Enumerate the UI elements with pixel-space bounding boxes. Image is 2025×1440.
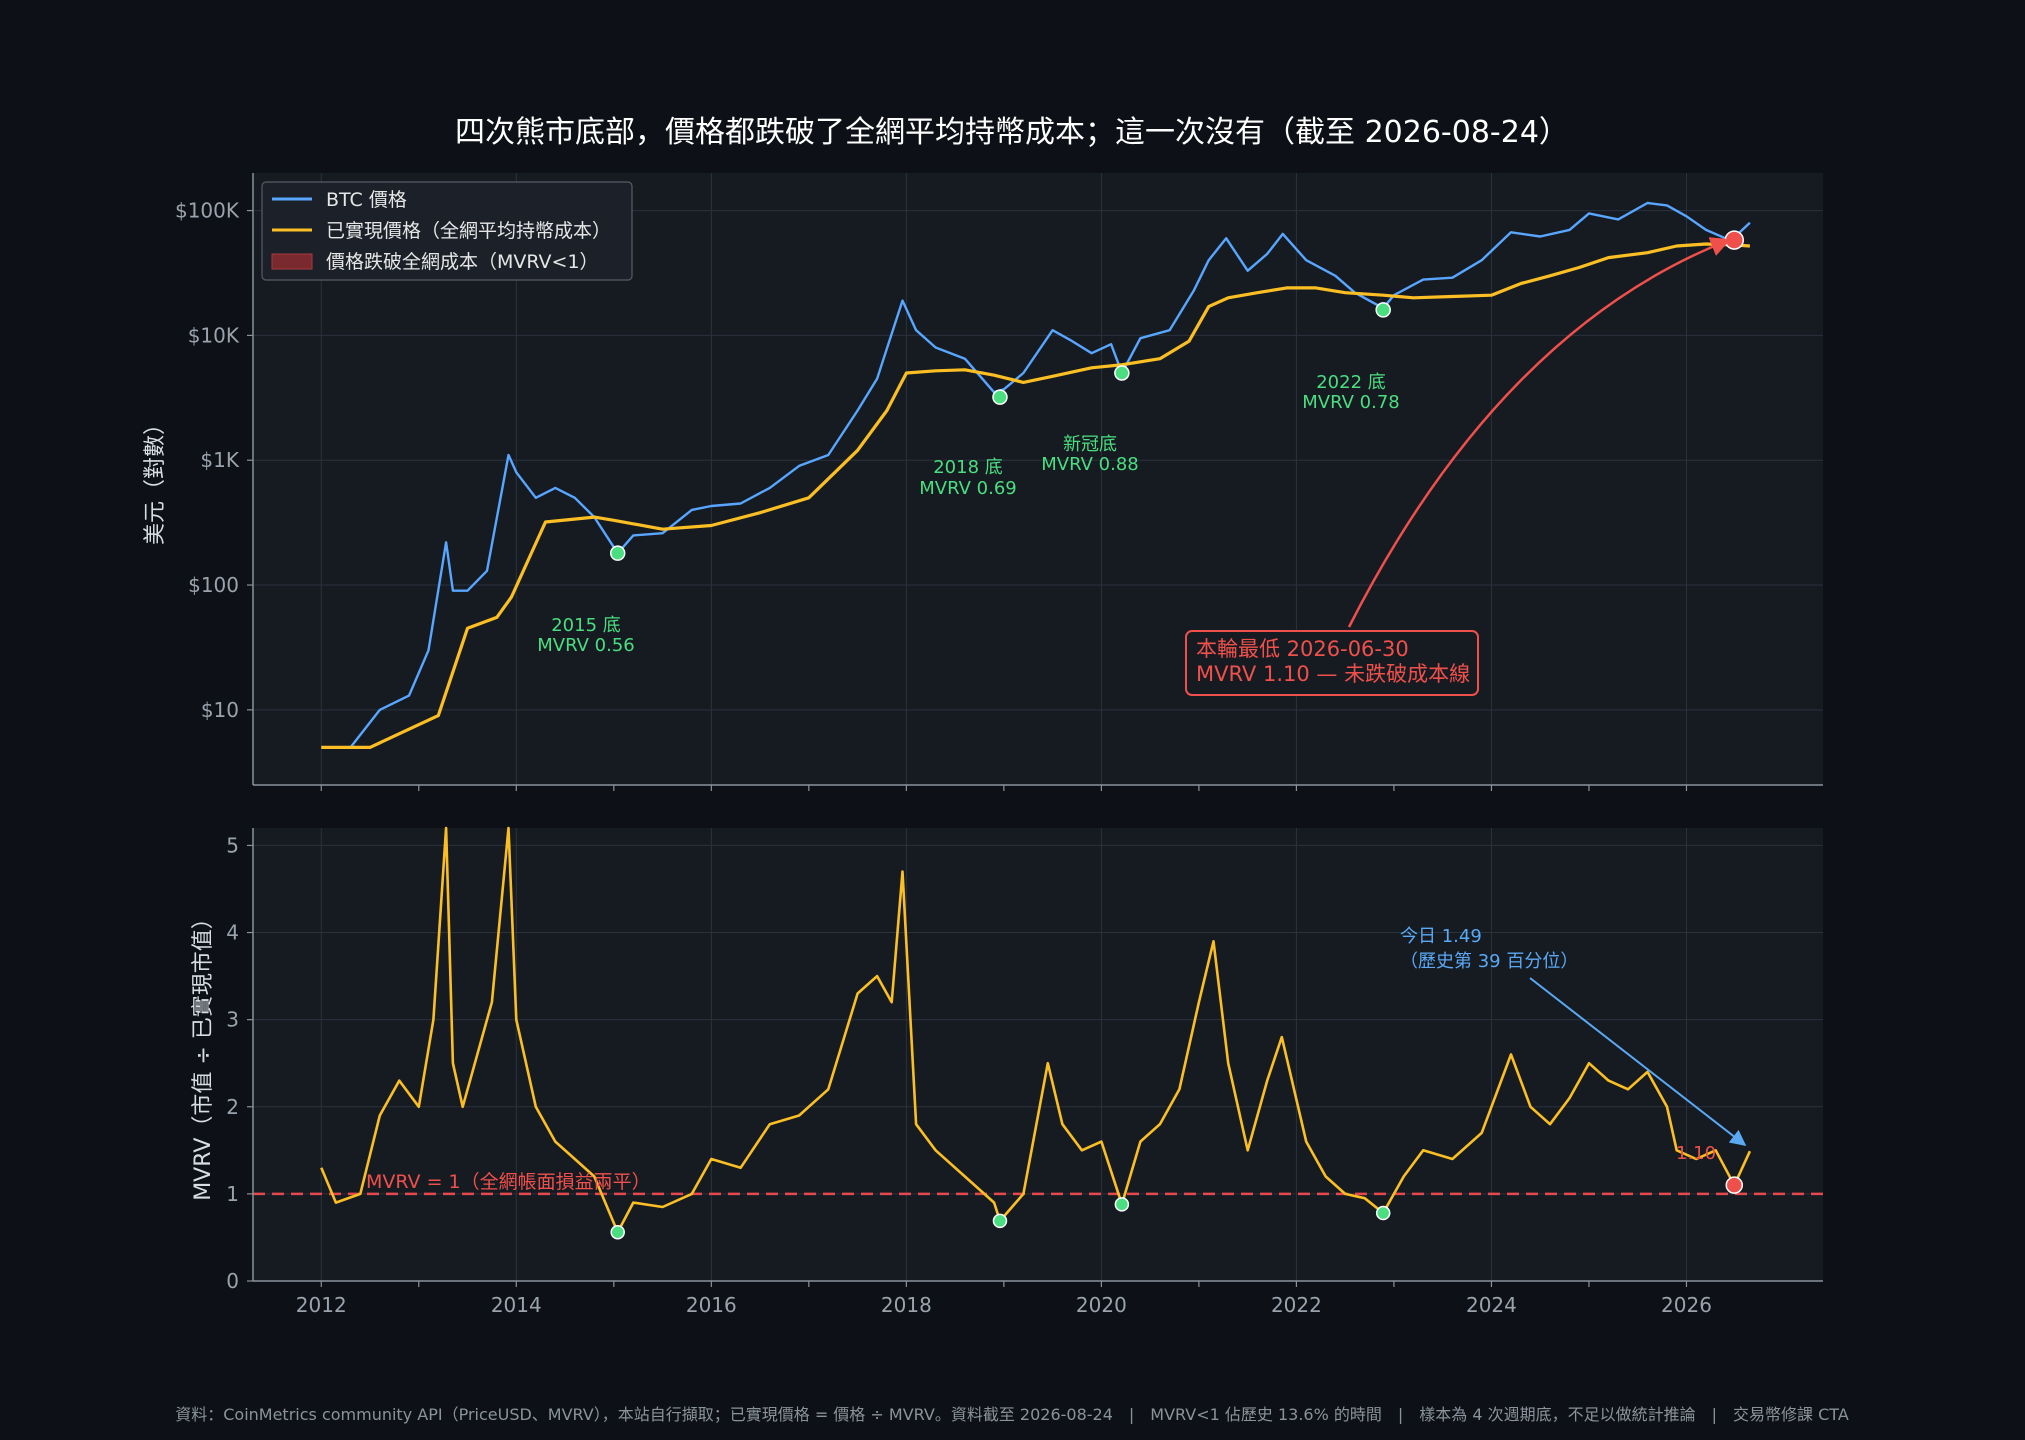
bottom-annotations: 2015 底 MVRV 0.56 2018 底 MVRV 0.69 新冠底 MV… xyxy=(537,372,1399,656)
mvrv-series xyxy=(320,826,1752,1234)
current-low-box xyxy=(1185,630,1479,696)
realized-price-line xyxy=(321,242,1751,750)
price-y-tick-label: $10 xyxy=(201,698,239,722)
today-arrow xyxy=(1529,977,1747,1146)
chart-title: 四次熊市底部，價格都跌破了全網平均持幣成本；這一次沒有（截至 2026-08-2… xyxy=(455,115,1569,150)
price-bottom-marker xyxy=(992,389,1008,405)
price-y-tick-label: $10K xyxy=(188,323,240,347)
breakeven-label: MVRV = 1（全網帳面損益兩平） xyxy=(366,1171,651,1193)
annotation-covid-label: 新冠底 xyxy=(1063,434,1117,455)
annotation-2018-mvrv: MVRV 0.69 xyxy=(919,478,1016,499)
mvrv-y-tick-label: 3 xyxy=(226,1008,239,1032)
annotation-covid-mvrv: MVRV 0.88 xyxy=(1041,454,1138,475)
mvrv-y-tick-label: 2 xyxy=(226,1095,239,1119)
today-label-line2: （歷史第 39 百分位） xyxy=(1400,951,1578,972)
mvrv-y-ticks: 0 1 2 3 4 5 xyxy=(226,833,253,1293)
mvrv-grid xyxy=(253,828,1823,1282)
mvrv-x-tick-label: 2020 xyxy=(1076,1293,1127,1317)
current-low-line2: MVRV 1.10 — 未跌破成本線 xyxy=(1196,662,1470,686)
legend-label-btc: BTC 價格 xyxy=(326,189,407,211)
mvrv-markers xyxy=(610,1176,1744,1240)
mvrv-x-tick-label: 2016 xyxy=(686,1293,737,1317)
mvrv-x-tick-label: 2018 xyxy=(881,1293,932,1317)
mvrv-x-ticks: 2012 2014 2016 2018 2020 2022 2024 2026 xyxy=(296,1281,1712,1317)
mvrv-x-tick-label: 2022 xyxy=(1271,1293,1322,1317)
legend-swatch-below-cost xyxy=(271,253,313,270)
current-low-line1: 本輪最低 2026-06-30 xyxy=(1196,637,1409,661)
mvrv-x-tick-label: 2024 xyxy=(1466,1293,1517,1317)
mvrv-bottom-marker xyxy=(1375,1205,1391,1221)
annotation-2015-label: 2015 底 xyxy=(551,615,621,636)
mvrv-bottom-marker xyxy=(610,1224,625,1240)
annotation-2022-mvrv: MVRV 0.78 xyxy=(1302,392,1399,413)
mvrv-y-tick-label: 0 xyxy=(226,1269,239,1293)
price-bottom-marker xyxy=(609,545,626,561)
annotation-2022-label: 2022 底 xyxy=(1316,372,1386,393)
mvrv-y-tick-label: 5 xyxy=(226,833,239,857)
legend-label-below-cost: 價格跌破全網成本（MVRV<1） xyxy=(326,251,599,273)
footer-source: 資料：CoinMetrics community API（PriceUSD、MV… xyxy=(175,1405,1849,1424)
legend: BTC 價格 已實現價格（全網平均持幣成本） 價格跌破全網成本（MVRV<1） xyxy=(261,181,633,281)
price-series xyxy=(321,201,1751,750)
annotation-2015-mvrv: MVRV 0.56 xyxy=(537,635,634,656)
mvrv-bottom-marker xyxy=(992,1213,1008,1229)
mvrv-current-low-marker xyxy=(1725,1176,1744,1194)
price-y-label: 美元（對數） xyxy=(143,413,168,545)
mvrv-y-tick-label: 4 xyxy=(226,921,239,945)
mvrv-y-tick-label: 1 xyxy=(226,1182,239,1206)
legend-box xyxy=(261,181,633,281)
mvrv-x-tick-label: 2014 xyxy=(491,1293,542,1317)
mvrv-bottom-marker xyxy=(1114,1197,1130,1212)
price-y-tick-label: $100 xyxy=(188,573,239,597)
today-label-line1: 今日 1.49 xyxy=(1400,926,1482,947)
mvrv-panel xyxy=(253,828,1823,1281)
current-low-arrow xyxy=(1347,237,1731,628)
legend-label-realized: 已實現價格（全網平均持幣成本） xyxy=(326,220,611,242)
btc-price-line xyxy=(321,201,1751,749)
mvrv-x-tick-label: 2012 xyxy=(296,1293,347,1317)
mvrv-line xyxy=(320,826,1752,1234)
price-y-ticks: $10 $100 $1K $10K $100K xyxy=(175,199,1688,791)
price-y-tick-label: $100K xyxy=(175,199,240,223)
price-bottom-marker xyxy=(1114,365,1130,381)
annotation-2018-label: 2018 底 xyxy=(933,457,1003,478)
mvrv-x-tick-label: 2026 xyxy=(1661,1293,1712,1317)
price-y-tick-label: $1K xyxy=(200,448,239,472)
price-bottom-marker xyxy=(1375,302,1391,318)
current-low-mvrv-label: 1.10 xyxy=(1676,1143,1716,1164)
mvrv-y-label: MVRV（市值 ÷ 已實現市值） xyxy=(191,907,216,1201)
